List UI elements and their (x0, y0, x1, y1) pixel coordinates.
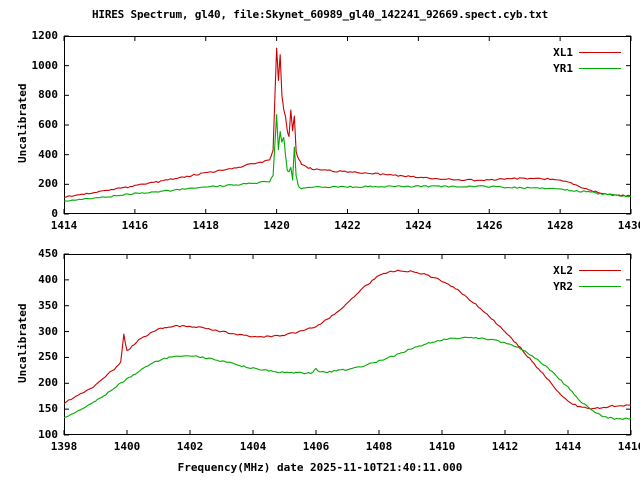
page-title: HIRES Spectrum, gl40, file:Skynet_60989_… (91, 8, 548, 21)
y-tick-label: 400 (38, 147, 58, 161)
x-tick-label: 1430 (617, 219, 640, 232)
x-tick-label: 1404 (239, 440, 267, 453)
x-axis-title: Frequency(MHz) date 2025-11-10T21:40:11.… (177, 461, 463, 474)
y-tick-label: 450 (38, 247, 58, 260)
y-tick-label: 200 (38, 177, 58, 191)
y-tick-label: 1000 (31, 58, 59, 72)
legend-label: YR1 (553, 61, 573, 75)
y-tick-label: 800 (38, 88, 58, 102)
legend-color-swatch (579, 285, 621, 287)
y-tick-label: 150 (38, 402, 58, 416)
legend-color-swatch (579, 67, 621, 69)
x-tick-label: 1414 (554, 440, 582, 453)
x-tick-label: 1410 (428, 440, 456, 453)
legend-label: XL2 (553, 263, 573, 277)
legend-color-swatch (579, 51, 621, 53)
x-tick-label: 1412 (491, 440, 519, 453)
bottom-y-axis-title: Uncalibrated (16, 303, 29, 383)
y-tick-label: 100 (38, 428, 58, 441)
y-tick-label: 300 (38, 324, 58, 338)
legend-label: YR2 (553, 279, 573, 293)
x-tick-label: 1406 (302, 440, 330, 453)
legend-item-yr2: YR2 (511, 278, 621, 294)
x-tick-label: 1414 (50, 219, 78, 232)
x-tick-label: 1418 (192, 219, 220, 232)
y-tick-label: 200 (38, 376, 58, 390)
x-tick-label: 1428 (546, 219, 574, 232)
y-tick-label: 0 (51, 207, 58, 220)
legend-color-swatch (579, 269, 621, 271)
bottom-legend: XL2 YR2 (511, 262, 621, 294)
legend-item-xl2: XL2 (511, 262, 621, 278)
x-tick-label: 1416 (617, 440, 640, 453)
x-tick-label: 1420 (263, 219, 290, 232)
x-tick-label: 1424 (405, 219, 432, 232)
x-tick-label: 1422 (334, 219, 361, 232)
y-tick-label: 1200 (31, 29, 59, 42)
x-tick-label: 1402 (176, 440, 204, 453)
x-tick-label: 1426 (476, 219, 503, 232)
y-tick-label: 250 (38, 350, 58, 364)
legend-item-xl1: XL1 (511, 44, 621, 60)
y-tick-label: 400 (38, 272, 58, 286)
top-legend: XL1 YR1 (511, 44, 621, 76)
x-tick-label: 1408 (365, 440, 393, 453)
legend-label: XL1 (553, 45, 573, 59)
series-YR1 (64, 114, 631, 202)
x-tick-label: 1398 (50, 440, 78, 453)
x-tick-label: 1400 (113, 440, 141, 453)
y-tick-label: 600 (38, 118, 58, 131)
series-XL2 (64, 269, 631, 410)
x-tick-label: 1416 (121, 219, 149, 232)
y-tick-label: 350 (38, 298, 58, 312)
legend-item-yr1: YR1 (511, 60, 621, 76)
bottom-plot-frame (64, 254, 631, 435)
series-XL1 (64, 47, 631, 199)
series-YR2 (64, 336, 631, 421)
